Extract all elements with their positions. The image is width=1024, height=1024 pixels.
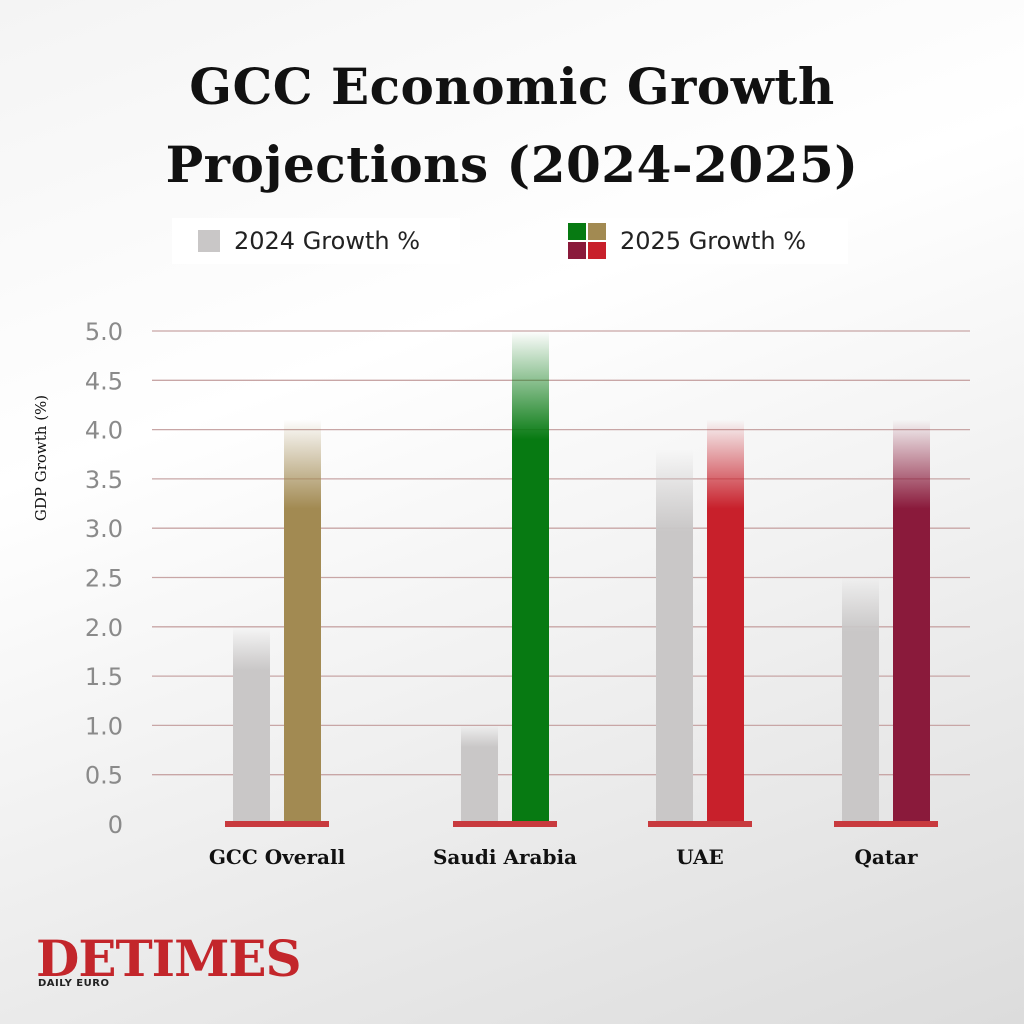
legend-swatch-2025 bbox=[568, 223, 606, 259]
chart-title-line2: Projections (2024-2025) bbox=[165, 135, 859, 194]
y-tick-label: 3.5 bbox=[85, 466, 123, 494]
bar-2024 bbox=[461, 725, 498, 824]
chart-title-line1: GCC Economic Growth bbox=[189, 57, 835, 116]
legend-swatch-2024 bbox=[198, 230, 220, 252]
group-baseline bbox=[453, 821, 557, 827]
chart-title: GCC Economic Growth Projections (2024-20… bbox=[0, 48, 1024, 204]
legend-item-2024: 2024 Growth % bbox=[172, 218, 460, 264]
bar-2025 bbox=[893, 419, 930, 824]
y-tick-label: 1.5 bbox=[85, 663, 123, 691]
y-tick-label: 0 bbox=[108, 811, 123, 839]
y-tick-label: 4.0 bbox=[85, 417, 123, 445]
group-baseline bbox=[834, 821, 938, 827]
x-tick-label: Saudi Arabia bbox=[433, 845, 577, 869]
y-tick-label: 4.5 bbox=[85, 367, 123, 395]
legend-label-2024: 2024 Growth % bbox=[234, 227, 421, 255]
y-tick-label: 2.0 bbox=[85, 614, 123, 642]
legend-label-2025: 2025 Growth % bbox=[620, 227, 807, 255]
bar-2025 bbox=[284, 419, 321, 824]
x-tick-label: Qatar bbox=[854, 845, 918, 869]
y-axis-label: GDP Growth (%) bbox=[32, 395, 50, 521]
legend-swatch-red bbox=[588, 242, 606, 259]
y-tick-label: 1.0 bbox=[85, 712, 123, 740]
bar-2025 bbox=[707, 419, 744, 824]
logo-main-text: DETIMES bbox=[36, 929, 302, 988]
bar-2025 bbox=[512, 331, 549, 824]
legend-swatch-gold bbox=[588, 223, 606, 240]
legend-item-2025: 2025 Growth % bbox=[560, 218, 848, 264]
legend-swatch-maroon bbox=[568, 242, 586, 259]
y-tick-label: 5.0 bbox=[85, 318, 123, 346]
bar-2024 bbox=[656, 449, 693, 824]
y-tick-label: 3.0 bbox=[85, 515, 123, 543]
group-baseline bbox=[648, 821, 752, 827]
logo-sub-text: DAILY EURO bbox=[38, 978, 110, 989]
bar-2024 bbox=[842, 577, 879, 824]
x-tick-label: UAE bbox=[676, 845, 724, 869]
x-tick-label: GCC Overall bbox=[209, 845, 346, 869]
y-tick-label: 2.5 bbox=[85, 565, 123, 593]
logo: DETIMES DAILY EURO bbox=[36, 932, 302, 992]
bar-2024 bbox=[233, 626, 270, 824]
legend-swatch-green bbox=[568, 223, 586, 240]
y-tick-label: 0.5 bbox=[85, 762, 123, 790]
group-baseline bbox=[225, 821, 329, 827]
